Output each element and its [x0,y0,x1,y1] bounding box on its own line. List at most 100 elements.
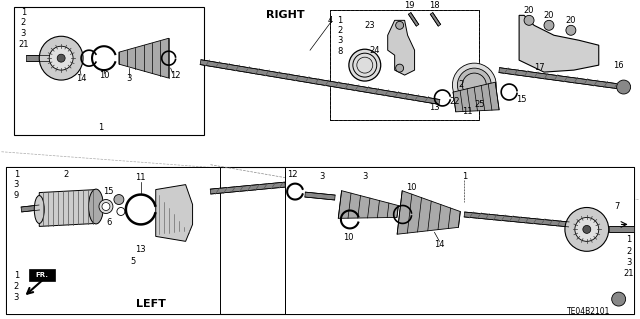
Polygon shape [453,82,499,112]
Text: 20: 20 [566,16,576,25]
Text: 20: 20 [544,11,554,20]
Circle shape [565,207,609,251]
Text: 24: 24 [369,46,380,55]
Circle shape [57,54,65,62]
Text: 3: 3 [319,172,324,181]
Text: RIGHT: RIGHT [266,10,305,20]
Circle shape [583,226,591,234]
Circle shape [49,46,73,70]
Text: 4: 4 [327,16,333,25]
Text: 25: 25 [474,100,484,109]
Text: 1: 1 [337,16,342,25]
Bar [285,167,634,314]
Text: 17: 17 [534,63,545,72]
Polygon shape [408,12,419,26]
Circle shape [566,25,576,35]
Text: 15: 15 [102,187,113,196]
Text: 2: 2 [20,18,26,27]
Circle shape [349,49,381,81]
Text: 7: 7 [614,202,620,211]
Polygon shape [397,191,460,234]
Circle shape [102,203,110,211]
Ellipse shape [35,196,44,223]
Text: 23: 23 [364,21,375,30]
Text: 6: 6 [106,218,111,227]
Text: 21: 21 [623,269,634,278]
Circle shape [117,207,125,215]
Polygon shape [21,205,40,212]
Polygon shape [156,185,193,241]
Text: 12: 12 [287,170,298,179]
Text: 11: 11 [462,108,472,116]
Text: FR.: FR. [36,272,49,278]
Text: 22: 22 [449,98,460,107]
Text: 2: 2 [63,170,68,179]
Circle shape [462,73,486,97]
Text: 2: 2 [13,282,19,291]
Polygon shape [609,226,634,232]
Text: TE04B2101: TE04B2101 [567,307,611,315]
Circle shape [357,57,372,73]
Text: 1: 1 [99,123,104,132]
Polygon shape [499,68,624,90]
Polygon shape [388,20,415,75]
Polygon shape [339,191,398,218]
Polygon shape [464,212,569,227]
Circle shape [39,36,83,80]
Polygon shape [200,60,440,104]
Circle shape [524,15,534,25]
Text: 9: 9 [13,191,19,200]
Text: 12: 12 [170,70,181,80]
Polygon shape [305,192,335,200]
Circle shape [396,64,404,72]
Text: 1: 1 [13,170,19,179]
Text: 18: 18 [429,1,440,10]
Circle shape [452,63,496,107]
Ellipse shape [88,189,104,224]
Text: 20: 20 [524,6,534,15]
Text: 2: 2 [337,26,342,35]
Bar [29,269,55,281]
Text: 10: 10 [406,183,417,192]
Polygon shape [26,55,49,61]
Text: 14: 14 [434,240,445,249]
Text: 1: 1 [13,271,19,280]
Text: 3: 3 [13,180,19,189]
Circle shape [575,218,599,241]
Text: 3: 3 [362,172,367,181]
Text: 3: 3 [20,29,26,38]
Text: 1: 1 [461,172,467,181]
Text: 11: 11 [136,173,146,182]
Text: 3: 3 [13,293,19,301]
Bar [330,11,479,120]
Circle shape [396,21,404,29]
Text: LEFT: LEFT [136,299,166,309]
Bar [6,167,220,314]
Text: 10: 10 [342,233,353,242]
Circle shape [617,80,630,94]
Polygon shape [211,182,285,194]
Text: 19: 19 [404,1,415,10]
Circle shape [544,20,554,30]
Bar [6,167,634,314]
Circle shape [99,199,113,213]
Polygon shape [39,189,96,226]
Circle shape [612,292,626,306]
Text: 14: 14 [76,74,86,83]
Text: 3: 3 [126,74,132,83]
Text: 10: 10 [99,70,109,80]
Text: 2: 2 [626,247,631,256]
Bar [330,11,479,120]
Text: 21: 21 [18,40,29,49]
Text: 1: 1 [20,8,26,17]
Polygon shape [430,12,441,26]
Circle shape [114,195,124,204]
Text: 15: 15 [516,95,526,105]
Text: 13: 13 [429,103,440,112]
Polygon shape [519,15,599,72]
Circle shape [353,53,377,77]
Text: 3: 3 [626,258,631,267]
Text: 13: 13 [136,245,146,254]
Text: 2: 2 [459,79,464,89]
Circle shape [458,68,492,102]
